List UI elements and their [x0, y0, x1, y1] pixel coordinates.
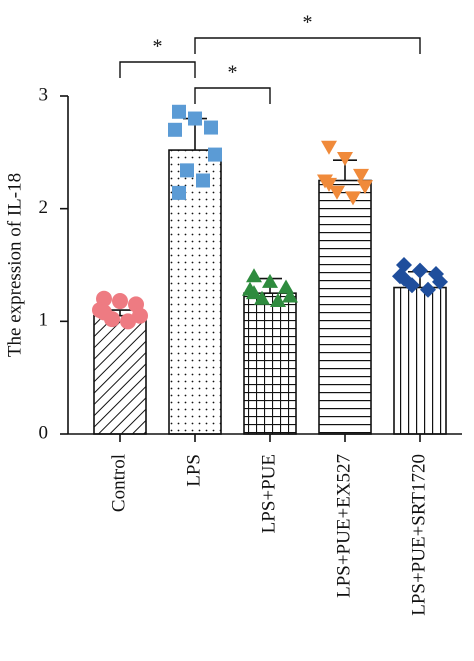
data-point [396, 270, 412, 287]
data-point [432, 273, 448, 290]
data-point [96, 304, 112, 321]
x-tick-label: LPS+PUE [258, 454, 279, 533]
y-axis-label: The expression of IL-18 [4, 173, 25, 357]
significance-bracket [119, 61, 196, 78]
bar [93, 314, 147, 435]
data-point [329, 185, 345, 200]
significance-label: * [228, 62, 238, 84]
x-tick-label: Control [108, 454, 129, 512]
y-tick-label: 2 [39, 197, 49, 218]
data-point [357, 180, 373, 195]
data-point [120, 313, 136, 330]
data-point [246, 285, 262, 300]
bar [318, 179, 372, 435]
y-tick-label: 1 [39, 310, 49, 331]
significance-bracket [194, 37, 421, 54]
data-point [254, 290, 270, 305]
data-point [132, 307, 148, 324]
data-point [188, 111, 202, 126]
data-point [420, 281, 436, 298]
data-point [321, 140, 337, 155]
significance-label: * [303, 12, 313, 34]
data-point [172, 104, 186, 119]
bar [243, 292, 297, 435]
data-point [345, 191, 361, 206]
bar [393, 286, 447, 435]
x-tick-label: LPS [183, 454, 204, 487]
data-point [321, 177, 337, 192]
y-tick-label: 3 [39, 84, 49, 105]
data-point [112, 293, 128, 310]
y-tick-label: 0 [39, 422, 49, 443]
data-point [208, 147, 222, 162]
data-point [168, 122, 182, 137]
data-point [282, 288, 298, 303]
significance-bracket [194, 87, 271, 104]
x-tick-label: LPS+PUE+EX527 [333, 454, 354, 598]
data-point [270, 293, 286, 308]
data-point [262, 273, 278, 288]
data-point [246, 268, 262, 283]
significance-label: * [153, 36, 163, 58]
data-point [180, 163, 194, 178]
x-tick-label: LPS+PUE+SRT1720 [408, 454, 429, 616]
data-point [412, 262, 428, 279]
data-point [172, 185, 186, 200]
data-point [337, 151, 353, 166]
data-point [353, 168, 369, 183]
data-point [204, 120, 218, 135]
data-point [196, 173, 210, 188]
